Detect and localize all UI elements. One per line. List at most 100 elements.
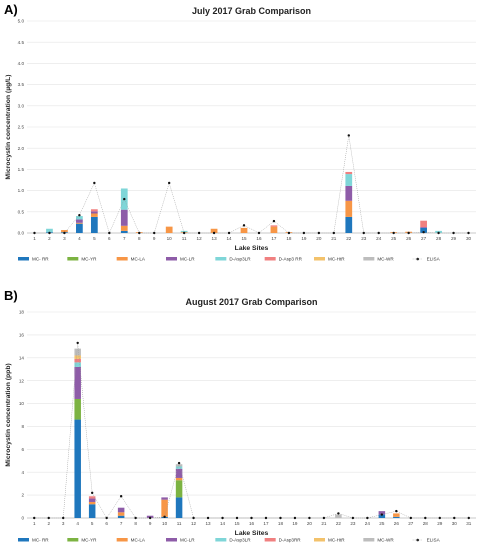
legend-swatch	[67, 538, 79, 542]
panel-b-label: B)	[4, 288, 18, 303]
bar-segment	[88, 501, 96, 505]
x-tick-label: 3	[63, 236, 66, 241]
x-tick-label: 23	[350, 521, 356, 526]
elisa-point	[322, 516, 326, 520]
elisa-point	[78, 213, 81, 217]
chart-b: August 2017 Grab Comparison0246810121416…	[5, 297, 476, 543]
legend-swatch	[18, 257, 29, 261]
bar-segment	[175, 468, 183, 478]
y-tick-label: 1.0	[18, 188, 25, 193]
y-tick-label: 4	[21, 470, 24, 475]
bar-segment	[420, 227, 427, 233]
bar-segment	[335, 514, 342, 518]
elisa-point	[250, 516, 253, 520]
x-tick-label: 11	[177, 521, 182, 526]
elisa-point	[272, 219, 276, 223]
bar-segment	[74, 358, 81, 363]
bar-segment	[76, 222, 83, 224]
y-tick-label: 16	[19, 332, 25, 337]
bar-segment	[90, 216, 98, 233]
elisa-point	[257, 231, 261, 235]
legend-label: MC-LR	[180, 538, 195, 543]
x-tick-label: 28	[423, 521, 429, 526]
elisa-point	[380, 513, 384, 516]
elisa-point	[167, 181, 171, 185]
bar-segment	[175, 497, 183, 518]
y-tick-label: 3.0	[18, 103, 25, 108]
x-tick-label: 20	[307, 521, 313, 526]
elisa-point	[134, 516, 137, 520]
elisa-point	[235, 516, 239, 520]
x-tick-label: 19	[292, 521, 298, 526]
y-tick-label: 0.0	[18, 231, 25, 236]
elisa-point	[93, 181, 96, 185]
x-tick-label: 22	[336, 521, 342, 526]
bar-segment	[393, 513, 400, 517]
bar-segment	[117, 512, 125, 516]
elisa-point	[119, 495, 123, 498]
elisa-point	[264, 516, 268, 520]
legend-label: ELISA	[427, 538, 441, 543]
x-tick-label: 26	[394, 521, 400, 526]
x-tick-label: 7	[120, 521, 123, 526]
bar-segment	[74, 348, 81, 356]
x-tick-label: 9	[153, 236, 156, 241]
x-tick-label: 16	[249, 521, 255, 526]
bar-segment	[90, 213, 98, 217]
x-tick-label: 15	[241, 236, 247, 241]
elisa-point	[63, 231, 66, 235]
legend-label: MC-HtR	[328, 257, 345, 262]
x-tick-label: 12	[191, 521, 197, 526]
legend-label: MC-YR	[81, 257, 97, 262]
y-axis-title: Microcystin concentration (µg/L)	[5, 74, 12, 179]
x-tick-label: 7	[123, 236, 126, 241]
x-tick-label: 8	[138, 236, 141, 241]
elisa-point	[438, 516, 441, 520]
bar-segment	[175, 477, 183, 481]
legend-label: MC- RR	[32, 257, 49, 262]
elisa-point	[287, 231, 291, 235]
y-tick-label: 0.5	[18, 209, 25, 214]
bar-segment	[270, 225, 278, 227]
elisa-point	[407, 231, 410, 235]
elisa-point	[153, 231, 156, 235]
elisa-point	[182, 231, 186, 235]
elisa-point	[177, 461, 181, 465]
elisa-point	[33, 516, 36, 520]
y-tick-label: 14	[19, 355, 25, 360]
x-tick-label: 29	[437, 521, 443, 526]
x-tick-label: 10	[162, 521, 168, 526]
y-tick-label: 2.0	[18, 146, 25, 151]
elisa-point	[366, 516, 369, 520]
elisa-point	[148, 516, 152, 520]
y-tick-label: 3.5	[18, 82, 25, 87]
elisa-point	[227, 231, 231, 235]
bar-segment	[161, 497, 168, 500]
elisa-point	[48, 231, 51, 235]
bar-segment	[378, 511, 386, 515]
elisa-point	[221, 516, 224, 520]
legend-swatch	[215, 538, 227, 542]
elisa-point	[337, 512, 340, 515]
bar-segment	[175, 480, 183, 498]
bar-segment	[120, 209, 128, 226]
elisa-line	[34, 342, 469, 519]
x-axis-title: Lake Sites	[235, 245, 269, 252]
elisa-point	[409, 516, 413, 520]
bar-segment	[175, 464, 183, 467]
elisa-point	[422, 230, 425, 234]
legend-label: MC-HtR	[328, 538, 345, 543]
x-tick-label: 27	[408, 521, 414, 526]
bar-segment	[210, 228, 218, 233]
x-tick-label: 3	[62, 521, 65, 526]
bar-segment	[76, 216, 83, 220]
x-tick-label: 5	[93, 236, 96, 241]
legend-swatch	[314, 257, 325, 261]
legend-label: MC-WR	[377, 538, 394, 543]
x-tick-label: 5	[91, 521, 94, 526]
bar-segment	[88, 504, 96, 518]
bar-segment	[117, 515, 125, 518]
x-tick-label: 4	[78, 236, 81, 241]
x-tick-label: 25	[391, 236, 397, 241]
legend-label: D-Asp3 RR	[279, 257, 303, 262]
